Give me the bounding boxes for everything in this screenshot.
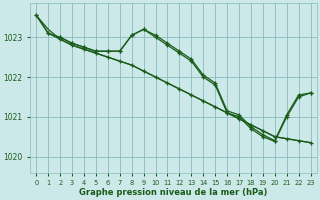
X-axis label: Graphe pression niveau de la mer (hPa): Graphe pression niveau de la mer (hPa) <box>79 188 268 197</box>
